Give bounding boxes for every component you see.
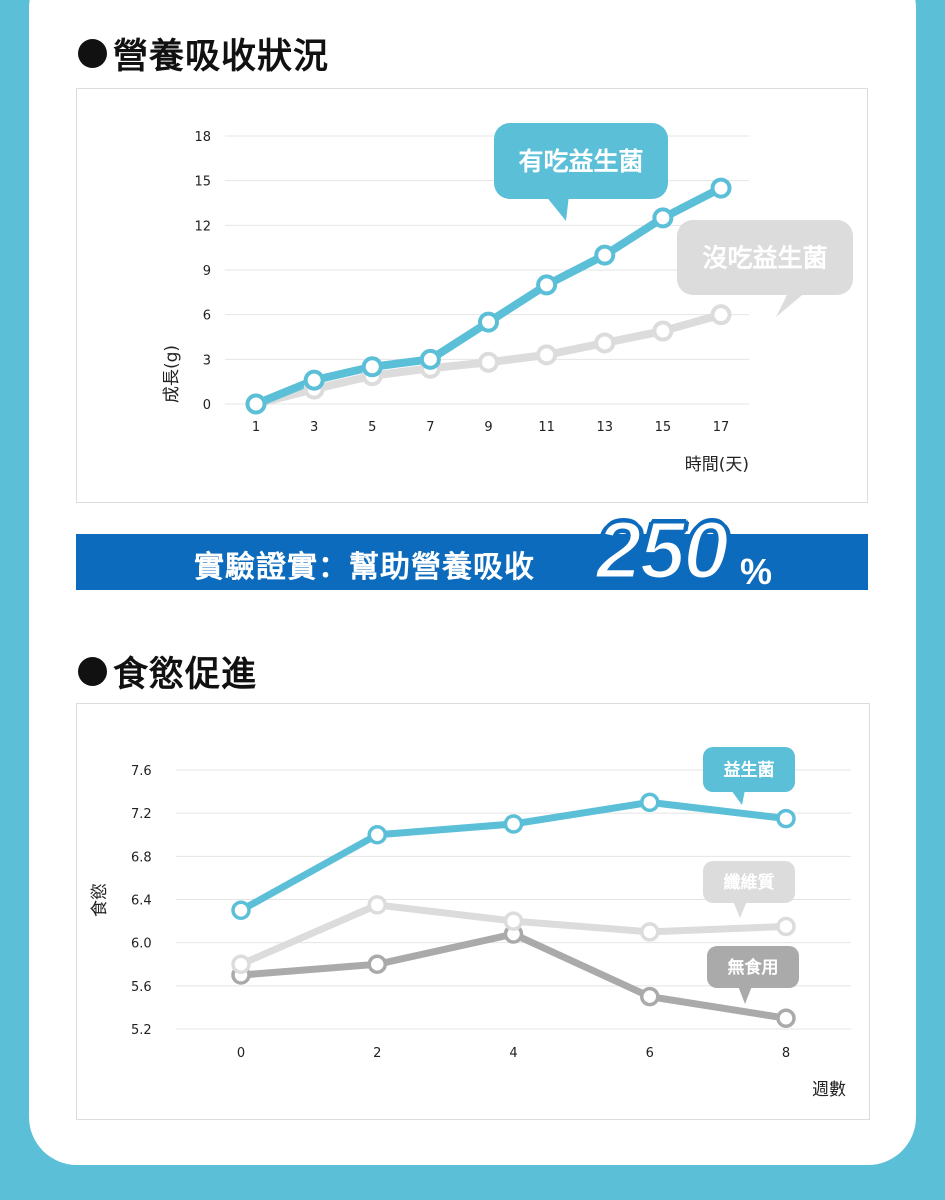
probiotic-data-point	[303, 369, 325, 391]
probiotic-data-point	[640, 792, 660, 813]
no-probiotic-callout-label: 沒吃益生菌	[702, 244, 827, 273]
no-use-legend-callout-body	[707, 946, 799, 988]
fiber-legend-callout-body	[703, 861, 795, 903]
probiotic-legend-callout-body	[703, 747, 795, 792]
y-tick-label: 0	[203, 398, 211, 413]
probiotic-data-point	[245, 393, 267, 415]
x-tick-label: 1	[252, 420, 260, 435]
probiotic-legend-callout-label: 益生菌	[724, 760, 775, 781]
no-use-data-point	[776, 1008, 796, 1028]
y-tick-label: 3	[203, 353, 211, 368]
y-tick-label: 15	[194, 175, 211, 190]
no-probiotic-callout: 沒吃益生菌	[677, 220, 853, 317]
banner-unit: %	[740, 551, 773, 592]
result-banner: 實驗證實：幫助營養吸收 250 %	[76, 508, 868, 593]
probiotic-callout-label: 有吃益生菌	[518, 147, 643, 176]
probiotic-callout: 有吃益生菌	[494, 123, 668, 221]
x-tick-label: 9	[484, 420, 492, 435]
probiotic-callout-tail	[545, 195, 569, 221]
y-axis-title: 食慾	[90, 883, 110, 917]
y-tick-label: 12	[194, 219, 211, 234]
x-tick-label: 13	[596, 420, 613, 435]
y-tick-label: 5.2	[131, 1023, 152, 1038]
x-tick-label: 6	[646, 1046, 654, 1061]
x-tick-label: 15	[655, 420, 672, 435]
x-tick-label: 2	[373, 1046, 381, 1061]
x-tick-label: 5	[368, 420, 376, 435]
y-tick-label: 7.2	[131, 807, 152, 822]
fiber-data-point	[503, 911, 524, 931]
probiotic-data-point	[594, 244, 616, 266]
no-probiotic-data-point	[478, 351, 499, 373]
probiotic-data-point	[652, 207, 674, 229]
no-use-series-line	[237, 930, 790, 1022]
x-tick-label: 17	[713, 420, 730, 435]
section-title-appetite: 食慾促進	[78, 646, 257, 697]
fiber-data-point	[367, 895, 387, 915]
no-probiotic-data-point	[536, 344, 558, 366]
no-probiotic-data-point	[594, 332, 616, 354]
y-tick-label: 9	[203, 264, 211, 279]
section-title-text: 食慾促進	[113, 655, 258, 695]
probiotic-data-point	[361, 356, 383, 378]
fiber-legend-callout: 纖維質	[703, 861, 795, 918]
y-tick-label: 6.0	[131, 937, 152, 952]
y-tick-label: 18	[194, 130, 211, 145]
x-tick-label: 3	[310, 420, 318, 435]
probiotic-data-point	[231, 900, 251, 921]
fiber-data-point	[776, 916, 796, 937]
x-tick-label: 11	[538, 420, 555, 435]
probiotic-data-point	[503, 814, 524, 834]
probiotic-data-point	[367, 825, 387, 845]
probiotic-legend-callout: 益生菌	[703, 747, 795, 805]
x-tick-label: 4	[509, 1046, 517, 1061]
probiotic-data-point	[478, 311, 499, 333]
banner-number: 250	[595, 505, 731, 596]
section-title-text: 營養吸收狀況	[113, 37, 330, 77]
fiber-legend-callout-tail	[733, 901, 747, 918]
x-axis-title: 時間(天)	[685, 455, 749, 475]
fiber-data-point	[231, 954, 251, 974]
probiotic-data-point	[776, 808, 796, 829]
no-use-legend-callout: 無食用	[707, 946, 799, 1004]
no-use-legend-callout-tail	[738, 986, 752, 1004]
y-axis-title: 成長(g)	[162, 345, 182, 403]
probiotic-callout-body	[494, 123, 668, 199]
banner-text: 實驗證實：幫助營養吸收	[194, 550, 535, 585]
appetite-chart: 5.2 5.6 6.0 6.4 6.8 7.2 7.6 0 2 4 6 8 週數 食慾 益生菌纖維質無食用	[76, 703, 870, 1120]
probiotic-data-point	[536, 274, 558, 296]
no-probiotic-data-point	[710, 304, 732, 326]
y-tick-label: 6.4	[131, 894, 152, 909]
x-tick-label: 8	[782, 1046, 790, 1061]
no-use-legend-callout-label: 無食用	[728, 957, 779, 978]
y-tick-label: 7.6	[131, 764, 152, 779]
bullet-icon	[78, 657, 107, 686]
x-axis-title: 週數	[812, 1080, 846, 1100]
y-tick-label: 6.8	[131, 850, 152, 865]
growth-chart: 0 3 6 9 12 15 18 1 3 5 7 9 11 13 15 17 時間(天) 成長(g) 有吃益生菌 沒吃…	[76, 88, 868, 503]
fiber-legend-callout-label: 纖維質	[724, 872, 775, 893]
y-tick-label: 6	[203, 309, 211, 324]
fiber-data-point	[640, 922, 660, 942]
probiotic-legend-callout-tail	[731, 790, 745, 805]
x-tick-label: 0	[237, 1046, 245, 1061]
section-title-nutrition: 營養吸收狀況	[78, 28, 329, 79]
probiotic-data-point	[710, 177, 732, 199]
no-probiotic-callout-body	[677, 220, 853, 295]
probiotic-data-point	[419, 348, 441, 370]
y-tick-label: 5.6	[131, 980, 152, 995]
no-use-data-point	[367, 954, 387, 974]
no-use-data-point	[640, 986, 660, 1007]
x-tick-label: 7	[426, 420, 434, 435]
bullet-icon	[78, 39, 107, 68]
no-probiotic-callout-tail	[776, 291, 807, 317]
no-probiotic-data-point	[652, 320, 674, 342]
